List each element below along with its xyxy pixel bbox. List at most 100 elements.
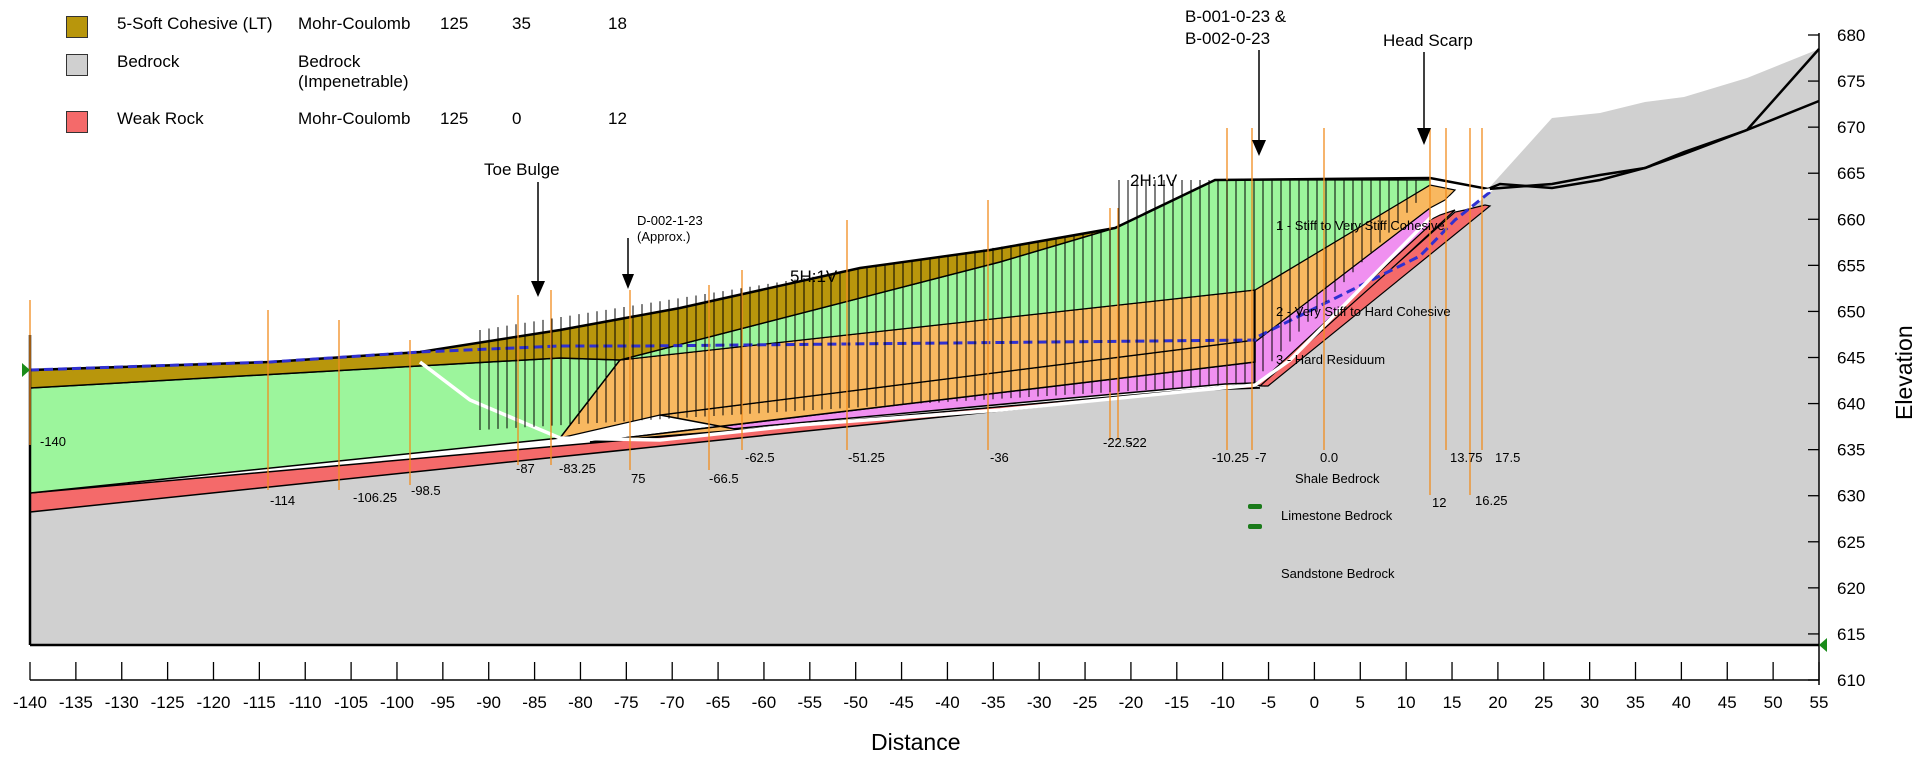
x-tick-label: 55 (1810, 693, 1829, 712)
station-label: -10.25 (1212, 450, 1249, 465)
x-tick-label: 25 (1534, 693, 1553, 712)
limestone-marker-2 (1248, 524, 1262, 529)
limestone-marker-1 (1248, 504, 1262, 509)
x-tick-label: -80 (568, 693, 593, 712)
x-tick-label: 0 (1310, 693, 1319, 712)
x-tick-label: -35 (981, 693, 1006, 712)
x-tick-label: -30 (1027, 693, 1052, 712)
x-tick-label: -95 (431, 693, 456, 712)
legend-phi: 18 (608, 14, 627, 33)
x-tick-label: -55 (798, 693, 823, 712)
x-tick-label: 10 (1397, 693, 1416, 712)
weak-rock-band2 (1258, 204, 1492, 387)
station-label: -7 (1255, 450, 1267, 465)
right-boundary-marker (1819, 638, 1827, 652)
y-tick-label: 675 (1837, 72, 1865, 91)
legend-model: Mohr-Coulomb (298, 109, 411, 128)
y-axis-title: Elevation (1891, 325, 1917, 420)
legend-model: Mohr-Coulomb (298, 14, 411, 33)
y-tick-label: 660 (1837, 210, 1865, 229)
x-tick-label: -100 (380, 693, 414, 712)
x-tick-label: -50 (843, 693, 868, 712)
x-tick-label: -140 (13, 693, 47, 712)
x-tick-label: 45 (1718, 693, 1737, 712)
d002-label: D-002-1-23 (637, 213, 703, 228)
y-tick-label: 620 (1837, 579, 1865, 598)
slope-2h-label: 2H:1V (1130, 171, 1178, 190)
y-tick-label: 635 (1837, 441, 1865, 460)
x-tick-label: 20 (1488, 693, 1507, 712)
x-tick-label: -45 (889, 693, 914, 712)
y-tick-label: 630 (1837, 487, 1865, 506)
x-tick-label: -125 (151, 693, 185, 712)
y-tick-label: 670 (1837, 118, 1865, 137)
legend-swatch (66, 16, 88, 38)
slice-lines (479, 180, 1417, 430)
legend-model: Bedrock (Impenetrable) (298, 52, 409, 91)
layer-3-label: 3 - Hard Residuum (1276, 352, 1385, 367)
x-tick-label: -40 (935, 693, 960, 712)
station-label: -22.5 (1103, 435, 1133, 450)
layer-2-label: 2 - Very Stiff to Hard Cohesive (1276, 304, 1451, 319)
legend-unit-weight: 125 (440, 14, 469, 33)
station-label: -22 (1128, 435, 1147, 450)
bedrock-region (30, 49, 1819, 645)
x-tick-label: -115 (243, 693, 276, 712)
station-label: 16.25 (1475, 493, 1508, 508)
borings-label-2: B-002-0-23 (1185, 29, 1270, 48)
station-label: 17.5 (1495, 450, 1520, 465)
slip-surface (418, 188, 1491, 442)
sandstone-label: Sandstone Bedrock (1281, 566, 1395, 581)
x-tick-label: -70 (660, 693, 685, 712)
d002-arrowhead (622, 274, 634, 289)
layer-1-label: 1 - Stiff to Very Stiff Cohesive (1276, 218, 1445, 233)
station-labels: -140 -114 -106.25 -98.5 -87 -83.25 75 -66.5 -62.… (40, 434, 1520, 510)
toe-bulge-arrowhead (531, 281, 545, 297)
y-tick-label: 680 (1837, 26, 1865, 45)
x-tick-label: 35 (1626, 693, 1645, 712)
x-tick-label: -25 (1073, 693, 1098, 712)
x-tick-label: -10 (1210, 693, 1235, 712)
annotations: B-001-0-23 & B-002-0-23 Head Scarp Toe B… (22, 7, 1827, 652)
left-boundary-marker (22, 363, 30, 377)
legend-cohesion: 35 (512, 14, 531, 33)
y-tick-label: 665 (1837, 164, 1865, 183)
slope-5h-label: 5H:1V (790, 267, 838, 286)
station-label: -66.5 (709, 471, 739, 486)
head-scarp-label: Head Scarp (1383, 31, 1473, 50)
station-label: 13.75 (1450, 450, 1483, 465)
limestone-label: Limestone Bedrock (1281, 508, 1393, 523)
x-tick-label: 30 (1580, 693, 1599, 712)
x-axis-title: Distance (871, 729, 960, 754)
shale-label: Shale Bedrock (1295, 471, 1380, 486)
legend-swatch (66, 111, 88, 133)
legend-name: Bedrock (117, 52, 180, 71)
d002-sub-label: (Approx.) (637, 229, 690, 244)
station-label: -106.25 (353, 490, 397, 505)
legend-cohesion: 0 (512, 109, 522, 128)
station-label: -36 (990, 450, 1009, 465)
station-label: 12 (1432, 495, 1446, 510)
y-tick-label: 615 (1837, 625, 1865, 644)
y-tick-label: 625 (1837, 533, 1865, 552)
legend-unit-weight: 125 (440, 109, 469, 128)
x-tick-label: -110 (289, 693, 322, 712)
y-tick-label: 610 (1837, 671, 1865, 690)
x-tick-label: -130 (105, 693, 139, 712)
x-tick-label: -75 (614, 693, 639, 712)
y-tick-label: 640 (1837, 395, 1865, 414)
x-tick-label: -85 (522, 693, 547, 712)
x-tick-label: -90 (476, 693, 501, 712)
x-axis-ticks: -140 -135 -130 -125 -120 -115 -110 -105 -100 -95-… (13, 662, 1828, 712)
legend-phi: 12 (608, 109, 627, 128)
x-tick-label: 50 (1764, 693, 1783, 712)
legend-swatch (66, 54, 88, 76)
y-tick-label: 645 (1837, 349, 1865, 368)
legend-name: Weak Rock (117, 109, 204, 128)
station-label: -98.5 (411, 483, 441, 498)
x-tick-label: 15 (1443, 693, 1462, 712)
station-label: -62.5 (745, 450, 775, 465)
legend-name: 5-Soft Cohesive (LT) (117, 14, 273, 33)
station-label: -114 (270, 493, 295, 508)
crest-profile (1487, 48, 1820, 191)
